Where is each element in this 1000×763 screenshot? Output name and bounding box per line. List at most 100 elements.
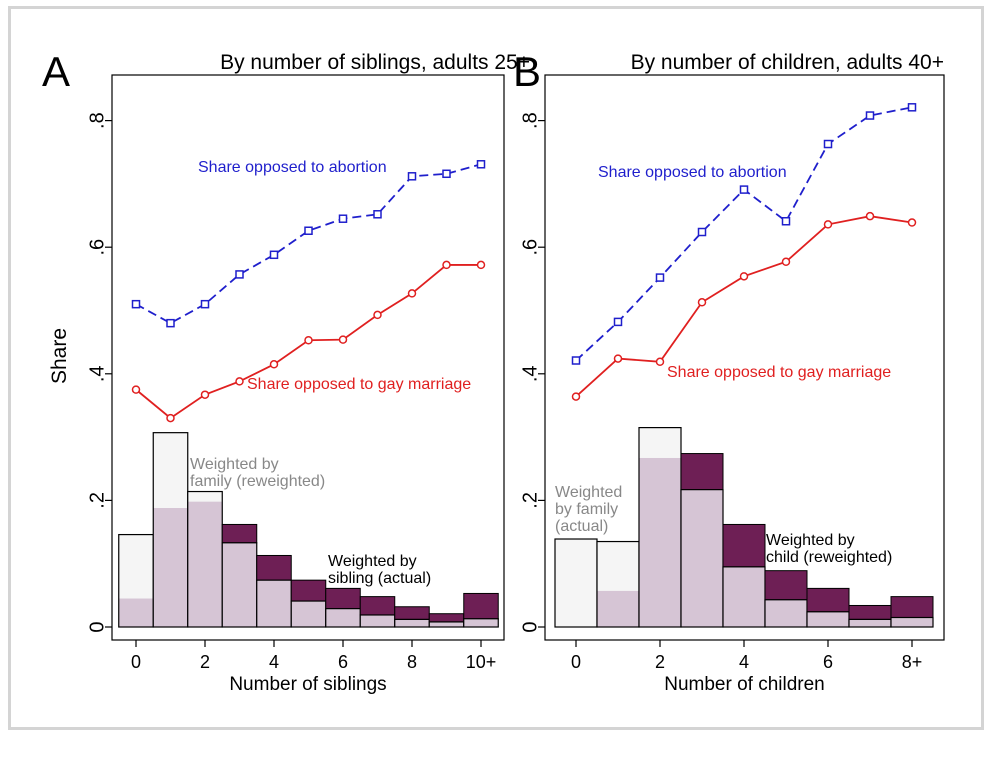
x-tick-label: 4: [269, 652, 279, 672]
annotation-gay-marriage: Share opposed to gay marriage: [247, 376, 471, 393]
x-tick-label: 4: [739, 652, 749, 672]
x-tick-label: 8+: [902, 652, 923, 672]
bar-excess: [722, 523, 766, 568]
bar-overlap: [360, 614, 395, 627]
x-tick-label: 6: [823, 652, 833, 672]
x-tick-label: 10+: [466, 652, 497, 672]
bar-overlap: [325, 608, 361, 627]
annotation-sibling-2: sibling (actual): [328, 570, 431, 587]
marker-gay-marriage: [166, 413, 175, 423]
marker-gay-marriage: [907, 218, 917, 227]
x-tick-label: 8: [407, 652, 417, 672]
panel-title: By number of siblings, adults 25+: [220, 51, 530, 74]
x-tick-label: 2: [655, 652, 665, 672]
marker-abortion: [373, 210, 382, 219]
marker-gay-marriage: [476, 260, 486, 270]
y-tick-label: .6: [519, 239, 541, 256]
marker-abortion: [338, 214, 348, 223]
y-axis-label: Share: [48, 328, 71, 384]
bar-excess: [890, 596, 934, 619]
bar-excess: [680, 453, 724, 491]
marker-abortion: [269, 250, 279, 260]
y-tick-label: .8: [86, 112, 108, 129]
marker-gay-marriage: [269, 360, 279, 369]
bar-excess: [394, 606, 430, 620]
y-tick-label: 0: [519, 621, 541, 632]
annotation-gay-marriage: Share opposed to gay marriage: [667, 364, 891, 381]
x-tick-label: 6: [338, 652, 348, 672]
marker-gay-marriage: [865, 211, 875, 221]
marker-gay-marriage: [697, 298, 707, 307]
marker-gay-marriage: [131, 385, 141, 394]
marker-abortion: [166, 318, 175, 328]
bar-overlap: [291, 601, 326, 627]
bar-excess: [325, 587, 361, 610]
bar-excess: [290, 579, 327, 602]
marker-gay-marriage: [823, 220, 833, 229]
y-tick-label: 0: [86, 621, 108, 632]
bar-overlap: [463, 618, 499, 627]
bar-excess: [764, 570, 808, 601]
x-tick-label: 0: [131, 652, 141, 672]
bar-overlap: [153, 507, 188, 627]
marker-abortion: [571, 356, 581, 365]
marker-gay-marriage: [407, 289, 417, 298]
marker-abortion: [304, 226, 313, 235]
panel-b: 0 .2 .4 .6 .8 0 2 4 6 8+ Number of children By numb…: [513, 48, 945, 695]
marker-gay-marriage: [235, 377, 244, 386]
bar-excess: [848, 604, 892, 620]
bar-overlap: [256, 580, 292, 627]
bar-overlap: [891, 617, 933, 627]
marker-abortion: [131, 299, 141, 309]
bar-overlap: [807, 611, 849, 627]
marker-gay-marriage: [613, 354, 623, 363]
panel-letter: B: [513, 48, 541, 95]
marker-gay-marriage: [781, 257, 791, 267]
marker-gay-marriage: [338, 335, 348, 344]
annotation-family-2: family (reweighted): [190, 473, 325, 490]
marker-abortion: [407, 172, 417, 181]
y-tick-label: .6: [86, 239, 108, 256]
annotation-family-3: (actual): [555, 518, 608, 535]
bar-excess: [359, 596, 396, 616]
x-tick-label: 2: [200, 652, 210, 672]
bar-family: [890, 616, 934, 628]
bar-excess: [428, 613, 465, 623]
marker-abortion: [235, 270, 244, 279]
panel-a: 0 .2 .4 .6 .8 0 2 4 6 8 10+ Number of siblings By nu…: [42, 48, 530, 695]
annotation-abortion: Share opposed to abortion: [598, 164, 787, 181]
marker-gay-marriage: [442, 260, 451, 270]
panel-title: By number of children, adults 40+: [631, 51, 944, 74]
bar-overlap: [118, 598, 154, 627]
marker-abortion: [907, 103, 917, 112]
bar-family: [463, 618, 499, 628]
annotation-family-1: Weighted: [555, 484, 622, 501]
marker-gay-marriage: [739, 272, 749, 281]
annotation-family-2: by family: [555, 501, 618, 518]
marker-abortion: [655, 273, 665, 282]
bar-excess: [221, 523, 258, 544]
marker-abortion: [613, 317, 623, 327]
y-tick-label: .8: [519, 112, 541, 129]
panel-letter: A: [42, 48, 70, 95]
x-axis-label: Number of children: [664, 674, 825, 695]
marker-abortion: [200, 299, 210, 309]
bar-overlap: [723, 566, 765, 627]
bar-overlap: [681, 489, 723, 627]
y-tick-label: .2: [519, 492, 541, 509]
bar-overlap: [222, 542, 257, 627]
bar-overlap: [429, 621, 464, 627]
marker-gay-marriage: [655, 357, 665, 367]
marker-abortion: [697, 227, 707, 237]
annotation-child-1: Weighted by: [766, 532, 855, 549]
x-axis-label: Number of siblings: [229, 674, 386, 695]
marker-abortion: [781, 216, 791, 226]
annotation-child-2: child (reweighted): [766, 549, 892, 566]
marker-gay-marriage: [373, 310, 382, 320]
bar-excess: [463, 592, 499, 620]
y-tick-label: .4: [519, 365, 541, 382]
y-tick-label: .2: [86, 492, 108, 509]
marker-gay-marriage: [571, 392, 581, 401]
bar-overlap: [639, 457, 681, 627]
annotation-family-1: Weighted by: [190, 456, 279, 473]
